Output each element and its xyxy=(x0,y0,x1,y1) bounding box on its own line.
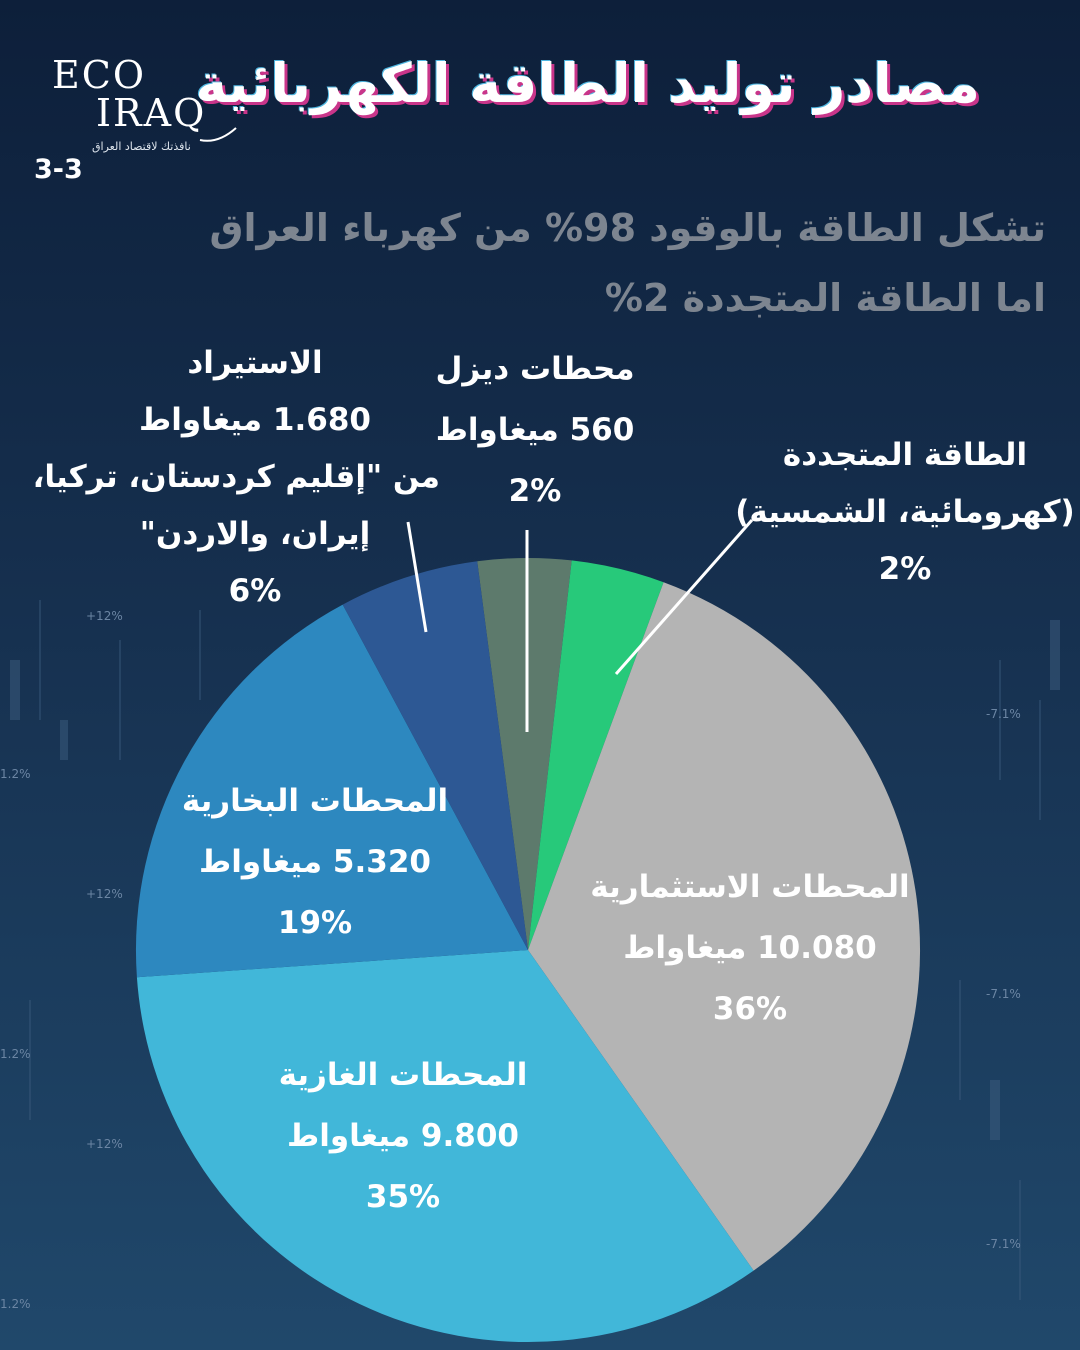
label-steam: المحطات البخارية 5.320 ميغاواط 19% xyxy=(170,786,460,939)
steam-name: المحطات البخارية xyxy=(181,783,449,819)
steam-percent: 19% xyxy=(277,905,353,941)
ticker-up-3: +12% xyxy=(86,1137,123,1151)
diesel-name: محطات ديزل xyxy=(435,351,635,387)
ticker-mid-2: 1.2% xyxy=(0,1047,31,1061)
page-number: 3-3 xyxy=(34,154,83,185)
subtitle-line-2: اما الطاقة المتجددة 2% xyxy=(604,276,1046,320)
investment-percent: 36% xyxy=(712,991,788,1027)
label-gas: المحطات الغازية 9.800 ميغاواط 35% xyxy=(258,1060,548,1213)
ticker-mid-3: 1.2% xyxy=(0,1297,31,1311)
label-diesel: محطات ديزل 560 ميغاواط 2% xyxy=(420,354,650,507)
pie-slice-gas xyxy=(136,950,754,1343)
logo-tagline: نافذتك لاقتصاد العراق xyxy=(92,140,191,153)
renewable-percent: 2% xyxy=(878,551,932,587)
investment-value: 10.080 ميغاواط xyxy=(623,930,877,966)
logo-swoosh-icon xyxy=(199,127,237,142)
eco-iraq-logo: ECO IRAQ نافذتك لاقتصاد العراق xyxy=(48,54,238,154)
pie-slice-diesel xyxy=(477,557,572,950)
logo-line-1: ECO xyxy=(52,53,146,97)
pie-slice-steam xyxy=(135,604,528,978)
leader-line-import xyxy=(406,521,428,633)
investment-name: المحطات الاستثمارية xyxy=(590,869,910,905)
logo-line-2: IRAQ xyxy=(96,91,207,135)
leader-line-renew xyxy=(614,519,754,675)
import-percent: 6% xyxy=(228,573,282,609)
pie-slice-import xyxy=(342,561,528,950)
import-source-2: إيران، والاردن" xyxy=(139,516,371,552)
ticker-down-1: -7.1% xyxy=(986,707,1021,721)
ticker-down-3: -7.1% xyxy=(986,1237,1021,1251)
renewable-types: (كهرومائية، الشمسية) xyxy=(735,494,1075,530)
import-source-1: من "إقليم كردستان، تركيا، xyxy=(32,459,440,495)
subtitle-line-1: تشكل الطاقة بالوقود 98% من كهرباء العراق xyxy=(209,206,1046,250)
ticker-down-2: -7.1% xyxy=(986,987,1021,1001)
gas-value: 9.800 ميغاواط xyxy=(287,1118,519,1154)
ticker-up-1: +12% xyxy=(86,609,123,623)
pie-slice-invest xyxy=(528,582,921,1271)
import-value: 1.680 ميغاواط xyxy=(139,402,371,438)
gas-percent: 35% xyxy=(365,1179,441,1215)
page-title: مصادر توليد الطاقة الكهربائية xyxy=(195,52,980,115)
gas-name: المحطات الغازية xyxy=(278,1057,528,1093)
ticker-up-2: +12% xyxy=(86,887,123,901)
label-investment: المحطات الاستثمارية 10.080 ميغاواط 36% xyxy=(580,872,920,1025)
ticker-mid-1: 1.2% xyxy=(0,767,31,781)
label-import: الاستيراد 1.680 ميغاواط من "إقليم كردستا… xyxy=(32,345,440,633)
diesel-value: 560 ميغاواط xyxy=(435,412,635,448)
import-name: الاستيراد xyxy=(187,345,323,381)
diesel-percent: 2% xyxy=(508,473,562,509)
steam-value: 5.320 ميغاواط xyxy=(199,844,431,880)
renewable-name: الطاقة المتجددة xyxy=(782,437,1028,473)
label-renewable: الطاقة المتجددة (كهرومائية، الشمسية) 2% xyxy=(730,440,1080,611)
